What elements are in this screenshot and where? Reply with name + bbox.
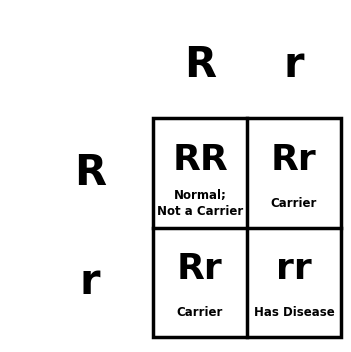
Bar xyxy=(153,118,341,337)
Text: RR: RR xyxy=(172,143,228,177)
Text: Normal;
Not a Carrier: Normal; Not a Carrier xyxy=(157,189,243,218)
Text: R: R xyxy=(184,44,216,86)
Text: Has Disease: Has Disease xyxy=(254,306,335,319)
Text: Carrier: Carrier xyxy=(271,197,317,210)
Text: R: R xyxy=(74,152,106,194)
Text: Rr: Rr xyxy=(271,143,317,177)
Text: Carrier: Carrier xyxy=(177,306,223,319)
Text: Rr: Rr xyxy=(177,252,223,286)
Text: r: r xyxy=(284,44,304,86)
Text: rr: rr xyxy=(276,252,312,286)
Text: r: r xyxy=(80,261,100,303)
